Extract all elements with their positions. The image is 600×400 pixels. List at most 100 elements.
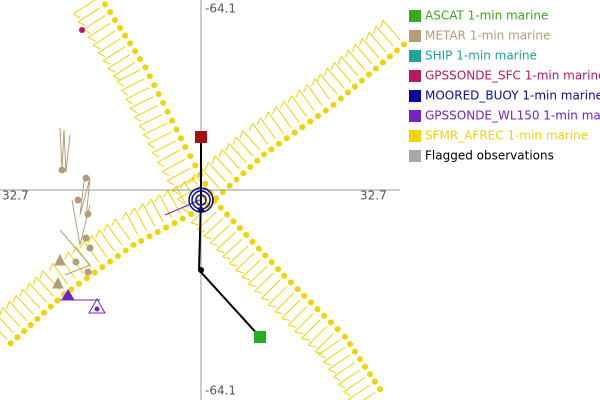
- barb-flag: [147, 143, 155, 149]
- barb: [52, 262, 69, 285]
- barb-flag: [235, 269, 244, 274]
- barb: [216, 231, 236, 251]
- barb: [241, 259, 262, 278]
- barb: [152, 140, 176, 154]
- barb-flag: [143, 134, 151, 140]
- barb-flag: [323, 68, 328, 77]
- barb: [200, 167, 220, 188]
- sfmr-dot: [230, 218, 237, 225]
- legend: ASCAT 1-min marine METAR 1-min marine SHIP…: [409, 9, 600, 163]
- sfmr-dot: [21, 328, 28, 335]
- sfmr-dot: [68, 286, 75, 293]
- sfmr-dot: [164, 108, 171, 115]
- sfmr-dot: [173, 126, 180, 133]
- sfmr-dot: [54, 297, 61, 304]
- barb: [294, 312, 314, 333]
- barb-flag: [328, 368, 336, 374]
- sfmr-dot: [358, 77, 365, 84]
- barb: [252, 122, 269, 145]
- sfmr-dot: [243, 231, 250, 238]
- barb-flag: [212, 155, 216, 164]
- barb-flag: [87, 235, 93, 244]
- barb: [125, 87, 150, 100]
- sfmr-dot: [236, 225, 243, 232]
- barb: [97, 38, 121, 54]
- sfmr-dot: [179, 215, 186, 222]
- barb-flag: [6, 301, 10, 310]
- sfmr-dot: [76, 280, 83, 287]
- sfmr-dot: [187, 153, 194, 160]
- sfmr-dot: [314, 112, 321, 119]
- barb: [254, 272, 274, 292]
- barb: [340, 55, 359, 77]
- barb-flag: [279, 100, 285, 109]
- legend-label: GPSSONDE_WL150 1-min marine: [425, 109, 600, 123]
- sfmr-dot: [314, 306, 321, 313]
- barb: [275, 106, 292, 129]
- barb-flag: [222, 256, 231, 260]
- left-label: 32.7: [2, 189, 29, 203]
- barb-flag: [32, 276, 37, 285]
- sfmr-dot: [99, 264, 106, 271]
- sfmr-dot: [287, 279, 294, 286]
- barb: [2, 307, 21, 328]
- sfmr-dot: [212, 195, 219, 202]
- barb-flag: [209, 242, 218, 247]
- barb-flag: [239, 130, 243, 139]
- barb: [203, 218, 224, 237]
- barb-flag: [330, 62, 335, 71]
- barb-flag: [264, 111, 269, 120]
- sfmr-dot: [276, 140, 283, 147]
- legend-swatch: [409, 10, 421, 22]
- sfmr-dot: [83, 275, 90, 282]
- barb: [242, 130, 261, 151]
- sfmr-dot: [122, 247, 129, 254]
- legend-swatch: [409, 90, 421, 102]
- sfmr-dot: [294, 286, 301, 293]
- sfmr-dot: [102, 1, 109, 8]
- barb: [161, 158, 186, 173]
- sfmr-dot: [268, 146, 275, 153]
- barb-flag: [229, 263, 238, 267]
- sfmr-dot: [182, 144, 189, 151]
- barb-flag: [338, 383, 346, 389]
- sfmr-dot: [91, 269, 98, 276]
- barb-flag: [120, 90, 129, 96]
- legend-label: ASCAT 1-min marine: [425, 9, 548, 23]
- barb-flag: [171, 185, 177, 194]
- barb: [214, 155, 233, 176]
- barb: [8, 301, 28, 321]
- barb: [15, 294, 34, 315]
- sfmr-dot: [299, 124, 306, 131]
- sfmr-dot: [132, 48, 139, 55]
- barb-flag: [181, 207, 190, 213]
- barb: [221, 149, 240, 170]
- barb-flag: [365, 32, 370, 41]
- sfmr-dot: [192, 162, 199, 169]
- sfmr-dot: [117, 24, 124, 31]
- barb-flag: [337, 56, 342, 65]
- barb: [319, 73, 338, 95]
- barb: [260, 117, 276, 140]
- barb-flag: [166, 180, 175, 186]
- sfmr-dot: [34, 315, 41, 322]
- barb: [87, 22, 111, 38]
- sfmr-dot: [330, 101, 337, 108]
- sfmr-dot: [188, 211, 195, 218]
- barb-flag: [311, 78, 316, 87]
- barb-flag: [248, 283, 257, 287]
- barb-flag: [261, 297, 270, 301]
- barb-flag: [64, 251, 69, 260]
- sfmr-dot: [268, 259, 275, 266]
- barb-flag: [281, 317, 290, 321]
- buoy-obs: [188, 187, 214, 213]
- barb-flag: [95, 229, 100, 238]
- barb: [106, 224, 123, 246]
- legend-swatch: [409, 30, 421, 42]
- barb-flag: [138, 203, 144, 211]
- barb-flag: [179, 181, 185, 189]
- barb: [338, 369, 361, 385]
- end-marker: [254, 331, 266, 343]
- sfmr-dot: [262, 252, 269, 259]
